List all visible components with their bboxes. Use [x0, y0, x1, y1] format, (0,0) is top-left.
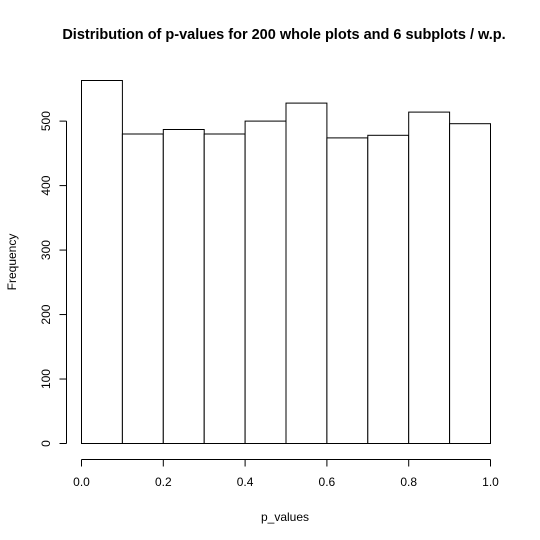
x-axis-label: p_values [261, 510, 309, 524]
x-axis: 0.0 0.2 0.4 0.6 0.8 1.0 [73, 459, 499, 489]
histogram-bar [285, 102, 328, 444]
y-tick-label: 200 [39, 304, 53, 324]
y-tick-label: 0 [39, 440, 53, 447]
histogram-bar [121, 133, 164, 444]
chart-title: Distribution of p-values for 200 whole p… [62, 27, 505, 43]
y-tick-label: 400 [39, 175, 53, 195]
y-tick-label: 500 [39, 111, 53, 131]
x-tick-label: 0.0 [73, 475, 90, 489]
histogram-bar [326, 137, 369, 444]
y-axis-label: Frequency [5, 234, 19, 291]
x-tick-label: 0.2 [155, 475, 172, 489]
bars-group [81, 80, 492, 445]
histogram-bar [81, 80, 123, 444]
histogram-bar [244, 120, 287, 444]
x-tick-label: 1.0 [482, 475, 499, 489]
histogram-bar [367, 134, 410, 445]
x-tick-label: 0.8 [400, 475, 417, 489]
histogram-bar [449, 123, 492, 444]
x-tick-label: 0.4 [237, 475, 254, 489]
x-tick-label: 0.6 [319, 475, 336, 489]
histogram-bar [203, 133, 246, 444]
y-tick-label: 300 [39, 240, 53, 260]
y-tick-label: 100 [39, 369, 53, 389]
histogram-bar [408, 111, 451, 444]
y-axis: 0 100 200 300 400 500 [39, 111, 67, 447]
histogram-bar [162, 129, 205, 444]
